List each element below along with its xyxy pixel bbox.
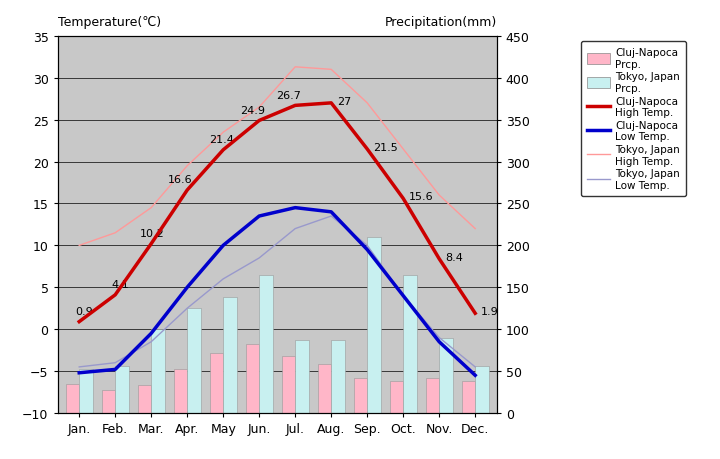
Bar [187, 308, 201, 413]
Text: 8.4: 8.4 [445, 252, 463, 262]
Text: 24.9: 24.9 [240, 106, 265, 116]
Text: Temperature(℃): Temperature(℃) [58, 16, 161, 29]
Bar [475, 366, 489, 413]
Text: 1.9: 1.9 [481, 306, 498, 316]
Text: 21.4: 21.4 [210, 135, 234, 145]
Bar [331, 340, 345, 413]
Text: 26.7: 26.7 [276, 90, 301, 101]
Text: 27: 27 [337, 96, 351, 106]
Bar [210, 353, 223, 413]
Text: 0.9: 0.9 [75, 307, 93, 316]
Text: 16.6: 16.6 [168, 175, 192, 185]
Text: 4.1: 4.1 [111, 280, 129, 290]
Bar [102, 390, 115, 413]
Bar [403, 275, 417, 413]
Bar [426, 378, 439, 413]
Bar [318, 364, 331, 413]
Bar [66, 384, 79, 413]
Bar [439, 338, 453, 413]
Bar [138, 386, 151, 413]
Text: 15.6: 15.6 [409, 192, 433, 202]
Bar [354, 378, 367, 413]
Bar [390, 381, 403, 413]
Legend: Cluj-Napoca
Prcp., Tokyo, Japan
Prcp., Cluj-Napoca
High Temp., Cluj-Napoca
Low T: Cluj-Napoca Prcp., Tokyo, Japan Prcp., C… [581, 42, 686, 197]
Bar [174, 369, 187, 413]
Bar [79, 369, 93, 413]
Bar [115, 366, 129, 413]
Text: 10.2: 10.2 [140, 229, 165, 239]
Bar [223, 298, 237, 413]
Text: 21.5: 21.5 [373, 142, 397, 152]
Text: Precipitation(mm): Precipitation(mm) [384, 16, 497, 29]
Bar [367, 237, 381, 413]
Bar [246, 345, 259, 413]
Bar [462, 381, 475, 413]
Bar [151, 330, 165, 413]
Bar [259, 275, 273, 413]
Bar [295, 340, 309, 413]
Bar [282, 356, 295, 413]
